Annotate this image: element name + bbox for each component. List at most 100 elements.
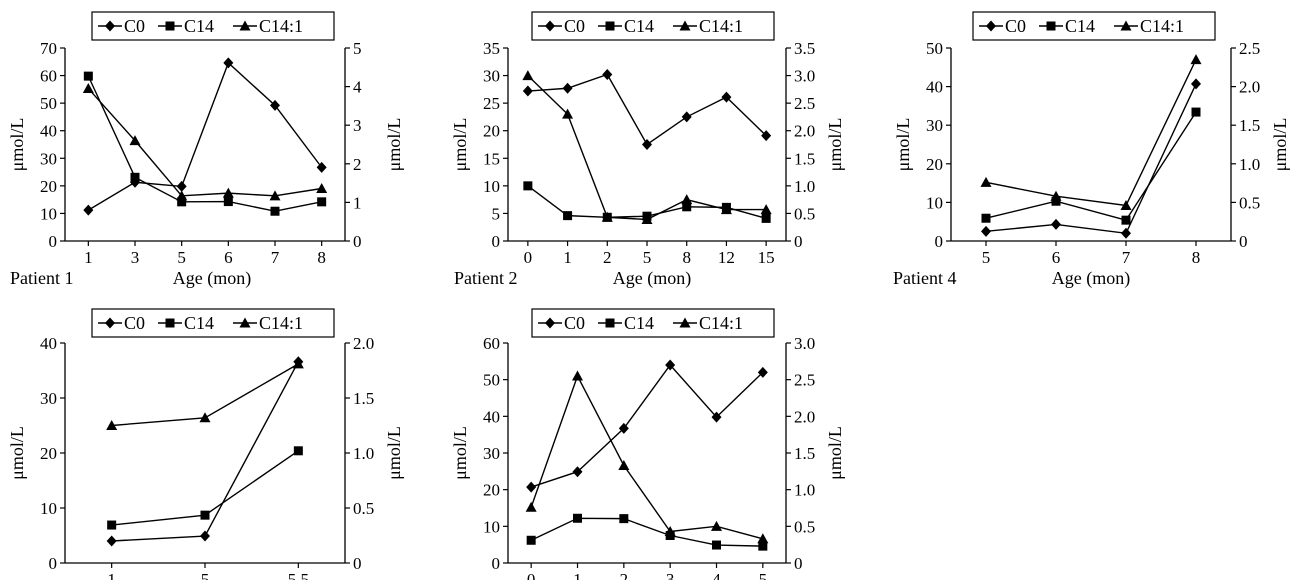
data-point — [681, 111, 692, 123]
right-tick-label: 1 — [353, 193, 362, 212]
left-tick-label: 5 — [492, 204, 501, 223]
data-point — [525, 501, 537, 512]
left-tick-label: 10 — [483, 177, 500, 196]
right-tick-label: 3.0 — [794, 67, 815, 86]
right-tick-label: 2.5 — [1239, 39, 1260, 58]
y-axis-label-left: μmol/L — [450, 426, 470, 480]
y-axis-label-right: μmol/L — [384, 426, 404, 480]
right-tick-label: 0.5 — [794, 517, 815, 536]
panel-label: Patient 2 — [454, 268, 518, 288]
x-tick-label: 3 — [131, 248, 140, 267]
x-tick-label: 1 — [563, 248, 572, 267]
x-tick-label: 8 — [682, 248, 691, 267]
legend-label: C0 — [124, 16, 145, 36]
series-line — [530, 374, 764, 540]
left-tick-label: 10 — [40, 204, 57, 223]
data-point — [82, 83, 94, 94]
data-point — [721, 91, 732, 103]
data-point — [83, 71, 93, 81]
right-tick-label: 0 — [353, 232, 362, 251]
left-tick-label: 0 — [935, 232, 944, 251]
data-point — [641, 213, 653, 224]
y-axis-label-right: μmol/L — [825, 118, 845, 172]
data-point — [200, 510, 210, 520]
x-tick-label: 1 — [107, 570, 116, 580]
data-point — [618, 459, 630, 470]
legend-marker — [1120, 20, 1132, 31]
x-axis-label: Age (mon) — [173, 268, 251, 289]
data-point — [292, 358, 304, 369]
data-point — [106, 420, 118, 430]
data-point — [757, 533, 769, 544]
legend-marker — [545, 20, 555, 32]
data-point — [572, 370, 583, 381]
x-tick-label: 5 — [982, 248, 991, 267]
right-tick-label: 0.5 — [353, 499, 374, 518]
data-point — [980, 176, 992, 187]
legend-marker — [679, 20, 691, 31]
series-line — [87, 61, 323, 211]
data-point — [712, 540, 721, 550]
right-tick-label: 0.5 — [794, 204, 815, 223]
data-point — [106, 535, 117, 547]
left-tick-label: 25 — [483, 94, 500, 113]
right-tick-label: 2.0 — [794, 122, 815, 141]
data-point — [270, 99, 280, 111]
series-line — [530, 363, 764, 488]
data-point — [317, 197, 327, 207]
x-axis-label: Age (mon) — [613, 268, 691, 289]
data-point — [618, 422, 629, 434]
legend-label: C0 — [564, 313, 585, 333]
right-tick-label: 0.5 — [1239, 193, 1260, 212]
x-tick-label: 15 — [758, 248, 775, 267]
right-tick-label: 1.0 — [794, 481, 815, 500]
left-tick-label: 20 — [40, 444, 57, 463]
data-point — [522, 85, 533, 97]
right-tick-label: 2.5 — [794, 94, 815, 113]
chart-panel: 0 10 20 30 40 50 60 70 0 1 2 3 4 5 1 3 5 6 7 8 μmol/L μmol/L A… — [7, 11, 404, 289]
left-tick-label: 0 — [492, 554, 501, 573]
legend-marker — [679, 317, 691, 328]
data-point — [573, 513, 582, 523]
right-tick-label: 3 — [353, 116, 362, 135]
y-axis-label-left: μmol/L — [450, 118, 470, 172]
right-tick-label: 2 — [353, 155, 362, 174]
right-tick-label: 3.5 — [794, 39, 815, 58]
legend-box — [531, 11, 775, 41]
y-axis-label-right: μmol/L — [1270, 118, 1290, 172]
series-line — [985, 59, 1197, 207]
data-point — [269, 190, 281, 201]
data-point — [222, 187, 234, 198]
data-point — [981, 213, 991, 223]
left-tick-label: 10 — [483, 517, 500, 536]
legend-label: C14:1 — [699, 16, 743, 36]
left-tick-label: 50 — [926, 39, 943, 58]
chart-panel: 01020304000.51.01.52.0155.5μmol/Lμmol/LA… — [7, 308, 404, 585]
chart-panel: 0 10 20 30 40 50 0 0.5 1.0 1.5 2.0 2.5 5 6 7 8 μmol/L μmo… — [893, 11, 1290, 289]
left-tick-label: 50 — [40, 94, 57, 113]
x-tick-label: 4 — [712, 570, 721, 580]
data-point — [602, 68, 613, 80]
data-point — [981, 225, 991, 237]
data-point — [1191, 107, 1201, 117]
right-tick-label: 1.0 — [1239, 155, 1260, 174]
data-point — [1190, 54, 1202, 65]
left-tick-label: 0 — [49, 232, 58, 251]
data-point — [526, 481, 537, 493]
left-tick-label: 40 — [40, 122, 57, 141]
right-tick-label: 1.5 — [794, 149, 815, 168]
data-point — [761, 213, 771, 223]
chart-panel: 0 10 20 30 40 50 60 0 0.5 1.0 1.5 2.0 2.5 3.0 0 1 2 3 4 5 μm… — [450, 308, 845, 585]
x-tick-label: 5 — [201, 570, 210, 580]
legend-label: C14:1 — [699, 313, 743, 333]
panel-label: Patient 1 — [10, 268, 74, 288]
right-tick-label: 1.0 — [794, 177, 815, 196]
x-tick-label: 5 — [759, 570, 768, 580]
data-point — [83, 204, 94, 216]
left-tick-label: 20 — [926, 155, 943, 174]
right-tick-label: 0 — [353, 554, 362, 573]
data-point — [761, 130, 772, 142]
data-point — [720, 204, 732, 215]
left-tick-label: 50 — [483, 371, 500, 390]
data-point — [526, 535, 536, 545]
